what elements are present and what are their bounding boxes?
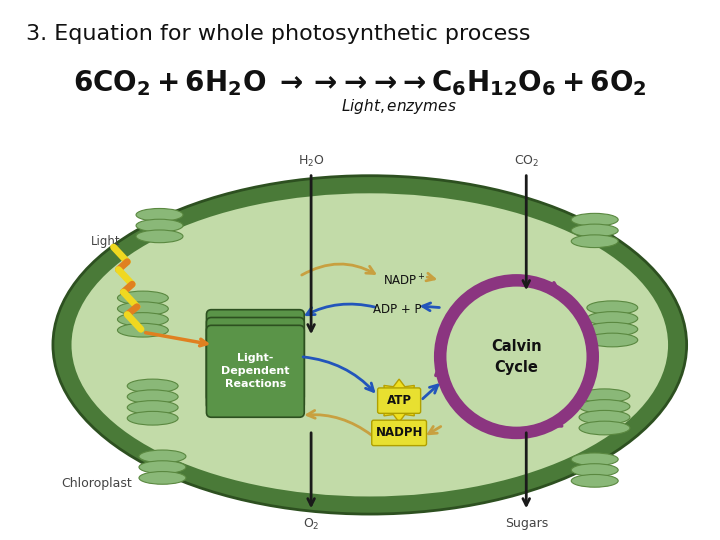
Ellipse shape [579,400,630,413]
Ellipse shape [571,213,618,226]
Text: ATP: ATP [387,394,412,407]
FancyBboxPatch shape [207,309,305,402]
Ellipse shape [571,475,618,487]
Ellipse shape [127,401,178,414]
Ellipse shape [579,421,630,435]
Ellipse shape [136,230,183,242]
Ellipse shape [579,410,630,424]
Text: $\bf{6CO_2 + 6H_2O}$ $\bf{\rightarrow \rightarrow\!\rightarrow\!\rightarrow\!\ri: $\bf{6CO_2 + 6H_2O}$ $\bf{\rightarrow \r… [73,68,647,98]
Text: Chloroplast: Chloroplast [62,477,132,490]
Polygon shape [377,379,420,422]
Ellipse shape [136,219,183,232]
Ellipse shape [139,471,186,484]
Text: $\it{Light, enzymes}$: $\it{Light, enzymes}$ [341,97,457,117]
Ellipse shape [139,450,186,463]
FancyBboxPatch shape [207,318,305,409]
Text: 3. Equation for whole photosynthetic process: 3. Equation for whole photosynthetic pro… [25,24,530,44]
Text: NADPH: NADPH [375,427,423,440]
Ellipse shape [117,313,168,326]
Ellipse shape [139,461,186,474]
Ellipse shape [587,322,638,336]
Text: Calvin
Cycle: Calvin Cycle [491,339,541,375]
Text: Light-
Dependent
Reactions: Light- Dependent Reactions [221,353,289,389]
Ellipse shape [571,224,618,237]
Text: Sugars: Sugars [505,517,548,530]
Ellipse shape [117,323,168,337]
Ellipse shape [71,193,668,496]
Ellipse shape [117,302,168,315]
Ellipse shape [127,379,178,393]
Ellipse shape [587,301,638,315]
Ellipse shape [571,464,618,476]
Text: H$_2$O: H$_2$O [298,154,325,169]
Ellipse shape [53,176,687,514]
Ellipse shape [571,453,618,465]
Ellipse shape [571,235,618,247]
Text: ADP + P: ADP + P [373,303,421,316]
FancyBboxPatch shape [207,325,305,417]
Ellipse shape [127,390,178,403]
Text: Light: Light [91,235,121,248]
FancyBboxPatch shape [372,420,426,445]
Ellipse shape [117,291,168,305]
Ellipse shape [136,208,183,221]
FancyBboxPatch shape [377,388,420,413]
Text: O$_2$: O$_2$ [303,517,320,532]
Ellipse shape [127,411,178,425]
Ellipse shape [579,389,630,403]
Text: NADP$^+$: NADP$^+$ [382,274,426,289]
Ellipse shape [587,333,638,347]
Ellipse shape [587,312,638,325]
Text: CO$_2$: CO$_2$ [513,154,539,169]
